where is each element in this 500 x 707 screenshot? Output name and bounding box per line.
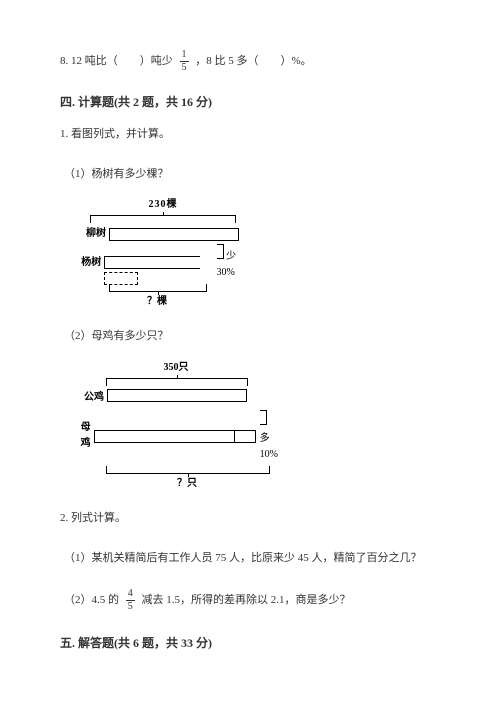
brace-bottom-2 [106, 466, 270, 474]
fig2-label-rooster: 公鸡 [78, 390, 107, 406]
frac-num: 1 [180, 50, 189, 62]
fig1-top-label: 230棵 [78, 197, 248, 213]
brace-top-2 [106, 378, 248, 386]
fig1-bottom-label: ？棵 [109, 294, 205, 310]
fig2-top-label: 350只 [106, 360, 246, 376]
fraction: 4 5 [126, 589, 135, 612]
q8-suffix: ，8 比 5 多（ ）%。 [195, 55, 311, 67]
fig2-row-hen: 母鸡 多10% [78, 410, 278, 463]
fig2-side: 多10% [260, 410, 278, 463]
fig1-label-willow: 柳树 [78, 226, 109, 242]
sec4-q2-p2a: （2）4.5 的 [64, 594, 119, 606]
fig2-bar2 [94, 430, 256, 443]
fraction: 1 5 [180, 50, 189, 73]
fig2-bar1 [107, 389, 247, 408]
brace-top [90, 215, 236, 223]
fig1-row-willow: 柳树 [78, 226, 248, 242]
fig1-row-poplar: 杨树 少30% [78, 244, 248, 281]
fig2-label-hen: 母鸡 [78, 420, 94, 452]
sec4-q2-p1: （1）某机关精简后有工作人员 75 人，比原来少 45 人，精简了百分之几？ [64, 550, 440, 568]
fig2-row-rooster: 公鸡 [78, 389, 278, 408]
page: { "q8": { "prefix": "8. 12 吨比（ ）吨少", "fr… [0, 0, 500, 707]
diagram-chickens: 350只 公鸡 母鸡 多10% ？只 [78, 360, 278, 492]
fig1-bar1 [109, 228, 239, 241]
figure-1: 230棵 柳树 杨树 少30% ？棵 [78, 197, 440, 310]
frac-num: 4 [126, 589, 135, 601]
frac-den: 5 [126, 601, 135, 612]
frac-den: 5 [180, 62, 189, 73]
sec4-q1-title: 1. 看图列式，并计算。 [60, 126, 440, 144]
fig2-bottom-label: ？只 [106, 476, 268, 492]
sec4-q2-p2b: 减去 1.5，所得的差再除以 2.1，商是多少？ [142, 594, 351, 606]
section-5-heading: 五. 解答题(共 6 题，共 33 分) [60, 634, 440, 653]
section-4-heading: 四. 计算题(共 2 题，共 16 分) [60, 93, 440, 112]
sec4-q1-p2: （2）母鸡有多少只？ [64, 328, 440, 346]
sec4-q1-p1: （1）杨树有多少棵？ [64, 166, 440, 184]
brace-bottom [109, 284, 207, 292]
sec4-q2-p2: （2）4.5 的 4 5 减去 1.5，所得的差再除以 2.1，商是多少？ [64, 589, 440, 612]
sec4-q2-title: 2. 列式计算。 [60, 510, 440, 528]
q8-prefix: 8. 12 吨比（ ）吨少 [60, 55, 173, 67]
fig2-side-label: 多10% [260, 433, 278, 460]
fig1-label-poplar: 杨树 [78, 255, 104, 271]
fig1-side: 少30% [217, 244, 249, 281]
figure-2: 350只 公鸡 母鸡 多10% ？只 [78, 360, 440, 492]
fig1-bar2 [104, 256, 212, 269]
question-8: 8. 12 吨比（ ）吨少 1 5 ，8 比 5 多（ ）%。 [60, 50, 440, 73]
diagram-trees: 230棵 柳树 杨树 少30% ？棵 [78, 197, 248, 310]
